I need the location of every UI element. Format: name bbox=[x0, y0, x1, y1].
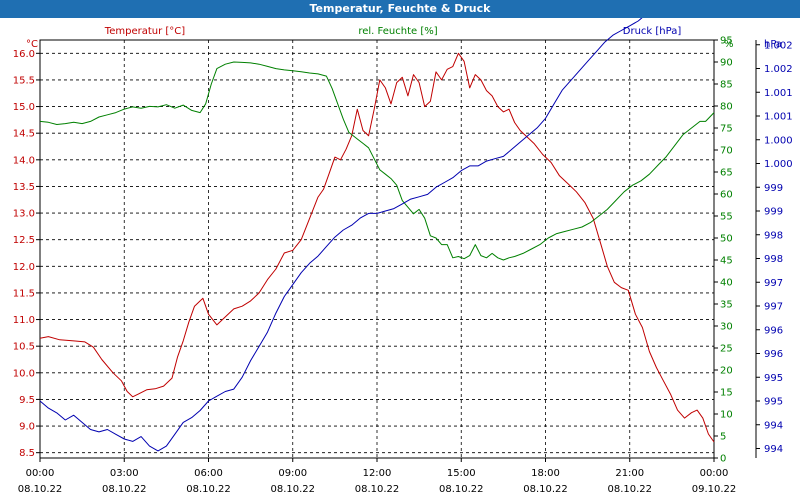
temperature-unit-label: °C bbox=[26, 39, 38, 50]
temperature-tick-label: 9.5 bbox=[19, 395, 35, 406]
date-tick-label: 08.10.22 bbox=[355, 484, 400, 495]
pressure-tick-label: 996 bbox=[764, 325, 783, 336]
pressure-tick-label: 997 bbox=[764, 278, 783, 289]
humidity-tick-label: 10 bbox=[720, 410, 733, 421]
time-axis: 00:00 08.10.22 03:00 08.10.22 06:00 08.10.22 0… bbox=[18, 458, 737, 495]
pressure-tick-label: 994 bbox=[764, 420, 783, 431]
humidity-tick-label: 85 bbox=[720, 80, 733, 91]
date-tick-label: 09.10.22 bbox=[692, 484, 737, 495]
temperature-tick-label: 8.5 bbox=[19, 448, 35, 459]
time-tick-label: 18:00 bbox=[531, 468, 560, 479]
date-tick-label: 08.10.22 bbox=[607, 484, 652, 495]
pressure-unit-label: hPa bbox=[764, 39, 782, 50]
temperature-tick-label: 14.5 bbox=[13, 129, 35, 140]
humidity-tick-label: 55 bbox=[720, 212, 733, 223]
humidity-tick-label: 65 bbox=[720, 168, 733, 179]
time-tick-label: 15:00 bbox=[447, 468, 476, 479]
humidity-tick-label: 35 bbox=[720, 300, 733, 311]
temperature-tick-label: 12.5 bbox=[13, 235, 35, 246]
humidity-tick-label: 25 bbox=[720, 344, 733, 355]
series-layer bbox=[39, 18, 715, 452]
date-tick-label: 08.10.22 bbox=[523, 484, 568, 495]
humidity-tick-label: 15 bbox=[720, 388, 733, 399]
date-tick-label: 08.10.22 bbox=[18, 484, 63, 495]
humidity-tick-label: 90 bbox=[720, 58, 733, 69]
temperature-tick-label: 10.0 bbox=[13, 368, 35, 379]
window-title: Temperatur, Feuchte & Druck bbox=[0, 0, 800, 18]
pressure-tick-label: 1.000 bbox=[764, 135, 793, 146]
humidity-tick-label: 50 bbox=[720, 234, 733, 245]
temperature-tick-label: 14.0 bbox=[13, 155, 35, 166]
pressure-tick-label: 996 bbox=[764, 349, 783, 360]
time-tick-label: 00:00 bbox=[700, 468, 729, 479]
humidity-tick-label: 70 bbox=[720, 146, 733, 157]
pressure-tick-label: 995 bbox=[764, 397, 783, 408]
humidity-axis-label: rel. Feuchte [%] bbox=[358, 26, 437, 37]
pressure-tick-label: 997 bbox=[764, 302, 783, 313]
humidity-tick-label: 0 bbox=[720, 454, 726, 465]
humidity-tick-label: 45 bbox=[720, 256, 733, 267]
temperature-tick-label: 11.5 bbox=[13, 288, 35, 299]
pressure-tick-label: 999 bbox=[764, 183, 783, 194]
humidity-tick-label: 5 bbox=[720, 432, 726, 443]
temperature-tick-label: 11.0 bbox=[13, 315, 35, 326]
time-tick-label: 09:00 bbox=[278, 468, 307, 479]
temperature-tick-label: 13.5 bbox=[13, 182, 35, 193]
pressure-axis-label: Druck [hPa] bbox=[623, 26, 682, 37]
temperature-tick-label: 12.0 bbox=[13, 262, 35, 273]
pressure-tick-label: 994 bbox=[764, 444, 783, 455]
date-tick-label: 08.10.22 bbox=[102, 484, 147, 495]
time-tick-label: 00:00 bbox=[26, 468, 55, 479]
grid bbox=[40, 40, 714, 458]
pressure-tick-label: 995 bbox=[764, 373, 783, 384]
series-line-humidity bbox=[39, 61, 715, 261]
pressure-tick-label: 1.001 bbox=[764, 112, 793, 123]
pressure-tick-label: 998 bbox=[764, 230, 783, 241]
temperature-tick-label: 13.0 bbox=[13, 209, 35, 220]
pressure-tick-label: 999 bbox=[764, 207, 783, 218]
date-tick-label: 08.10.22 bbox=[439, 484, 484, 495]
date-tick-label: 08.10.22 bbox=[186, 484, 231, 495]
humidity-tick-label: 20 bbox=[720, 366, 733, 377]
temperature-tick-label: 15.5 bbox=[13, 75, 35, 86]
temperature-axis-label: Temperatur [°C] bbox=[104, 26, 185, 37]
humidity-unit-label: % bbox=[724, 39, 734, 50]
time-tick-label: 21:00 bbox=[615, 468, 644, 479]
series-line-pressure bbox=[39, 18, 643, 452]
humidity-tick-label: 75 bbox=[720, 124, 733, 135]
temperature-tick-label: 9.0 bbox=[19, 422, 35, 433]
humidity-tick-label: 80 bbox=[720, 102, 733, 113]
pressure-tick-label: 998 bbox=[764, 254, 783, 265]
pressure-axis: 994 994 995 995 996 996 997 997 998 998 999 999 1.00… bbox=[755, 40, 793, 458]
pressure-tick-label: 1.002 bbox=[764, 40, 793, 51]
humidity-tick-label: 60 bbox=[720, 190, 733, 201]
date-tick-label: 08.10.22 bbox=[270, 484, 315, 495]
pressure-tick-label: 1.002 bbox=[764, 64, 793, 75]
humidity-tick-label: 40 bbox=[720, 278, 733, 289]
pressure-tick-label: 1.001 bbox=[764, 88, 793, 99]
time-tick-label: 06:00 bbox=[194, 468, 223, 479]
temperature-tick-label: 16.0 bbox=[13, 49, 35, 60]
series-line-temperature bbox=[39, 52, 715, 443]
temperature-axis: 8.5 9.0 9.5 10.0 10.5 11.0 11.5 12.0 12.5 13.0 13.… bbox=[13, 49, 40, 459]
time-tick-label: 12:00 bbox=[363, 468, 392, 479]
humidity-axis: 0 5 10 15 20 25 30 35 40 45 50 55 60 65 70 75 80 85 90 95 bbox=[714, 36, 733, 465]
time-tick-label: 03:00 bbox=[110, 468, 139, 479]
weather-chart: 8.5 9.0 9.5 10.0 10.5 11.0 11.5 12.0 12.5 13.0 13.… bbox=[13, 18, 793, 495]
humidity-tick-label: 30 bbox=[720, 322, 733, 333]
humidity-tick-label: 95 bbox=[720, 36, 733, 47]
pressure-tick-label: 1.000 bbox=[764, 159, 793, 170]
temperature-tick-label: 15.0 bbox=[13, 102, 35, 113]
temperature-tick-label: 10.5 bbox=[13, 342, 35, 353]
